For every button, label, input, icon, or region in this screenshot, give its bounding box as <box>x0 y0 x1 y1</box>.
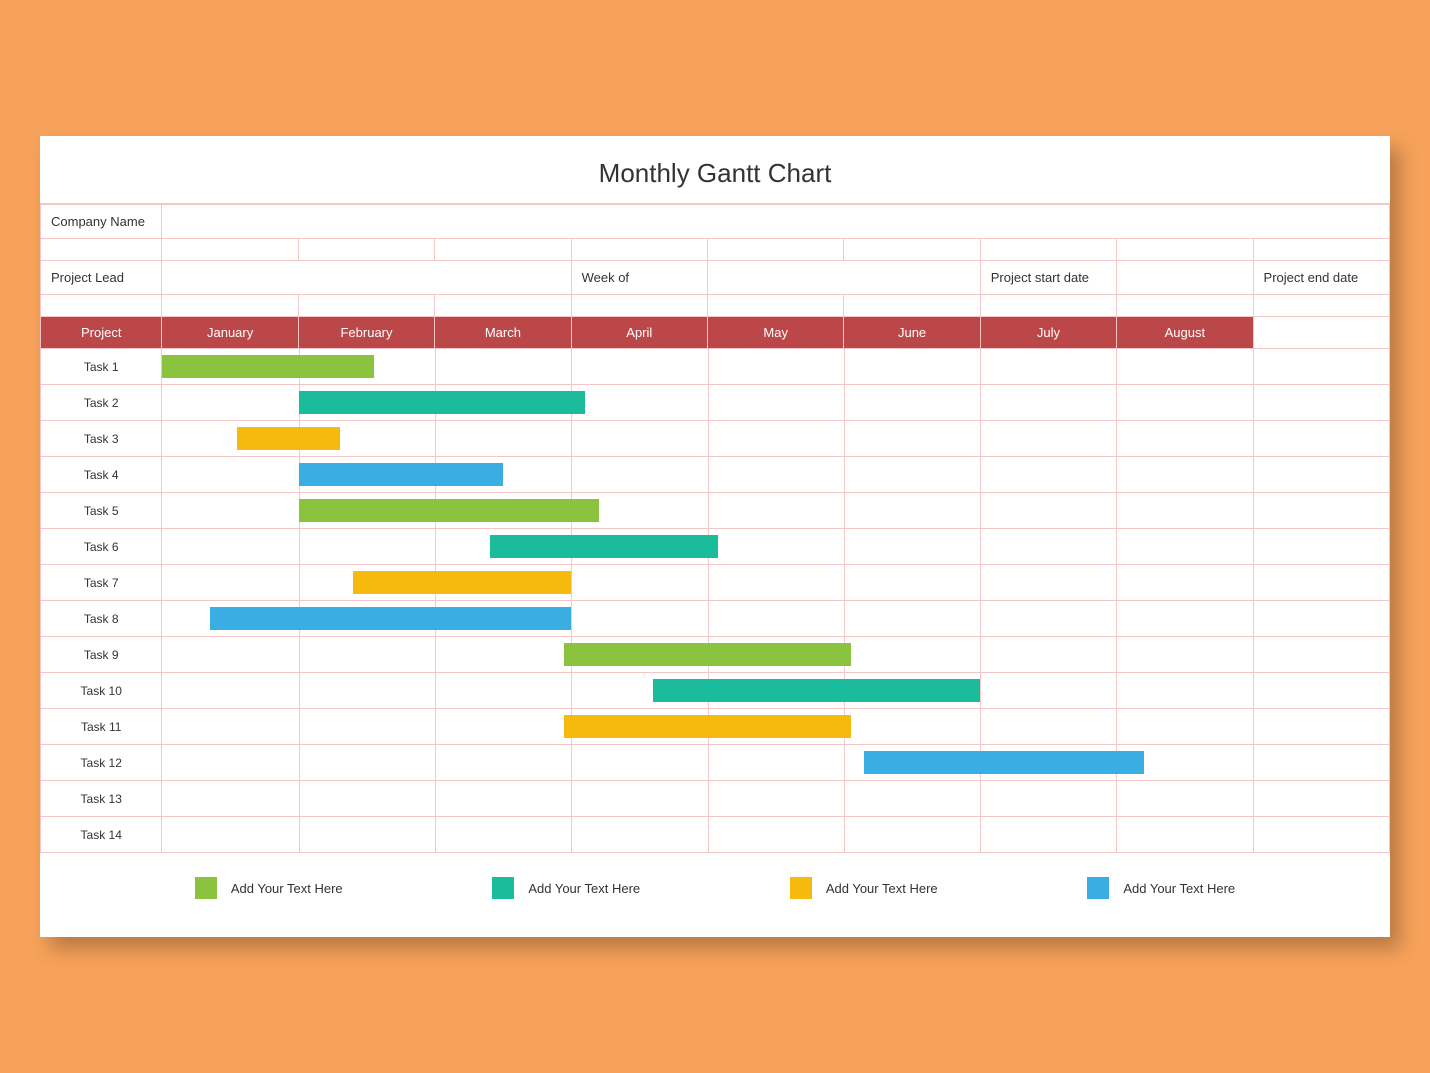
task-label: Task 2 <box>41 385 162 421</box>
task-row: Task 10 <box>41 673 1390 709</box>
task-row: Task 12 <box>41 745 1390 781</box>
task-bar-area <box>162 709 1390 745</box>
label-end-date: Project end date <box>1253 261 1389 295</box>
task-row: Task 1 <box>41 349 1390 385</box>
task-bar-area <box>162 349 1390 385</box>
legend-item: Add Your Text Here <box>1087 877 1235 899</box>
task-label: Task 11 <box>41 709 162 745</box>
task-row: Task 13 <box>41 781 1390 817</box>
header-month: January <box>162 317 298 349</box>
task-bar-area <box>162 529 1390 565</box>
task-bar-area <box>162 385 1390 421</box>
info-row-company: Company Name <box>41 205 1390 239</box>
gantt-bar[interactable] <box>353 571 571 594</box>
task-label: Task 10 <box>41 673 162 709</box>
task-bar-area <box>162 817 1390 853</box>
task-label: Task 14 <box>41 817 162 853</box>
header-month: August <box>1117 317 1253 349</box>
gantt-bar[interactable] <box>299 391 585 414</box>
task-bar-area <box>162 457 1390 493</box>
task-label: Task 5 <box>41 493 162 529</box>
task-bar-area <box>162 421 1390 457</box>
legend-swatch <box>790 877 812 899</box>
legend-swatch <box>195 877 217 899</box>
task-label: Task 9 <box>41 637 162 673</box>
header-month: April <box>571 317 707 349</box>
gantt-bar[interactable] <box>864 751 1143 774</box>
task-label: Task 8 <box>41 601 162 637</box>
gantt-bar[interactable] <box>162 355 373 378</box>
spacer-row <box>41 239 1390 261</box>
legend-item: Add Your Text Here <box>492 877 640 899</box>
legend-label: Add Your Text Here <box>231 881 343 896</box>
legend-swatch <box>492 877 514 899</box>
gantt-bar[interactable] <box>490 535 719 558</box>
task-row: Task 4 <box>41 457 1390 493</box>
gantt-bar[interactable] <box>653 679 980 702</box>
gantt-table: Company Name Project Lead Week of Projec… <box>40 204 1390 853</box>
header-month: June <box>844 317 980 349</box>
legend-label: Add Your Text Here <box>826 881 938 896</box>
input-project-lead[interactable] <box>162 261 571 295</box>
legend-item: Add Your Text Here <box>790 877 938 899</box>
label-week-of: Week of <box>571 261 707 295</box>
legend-item: Add Your Text Here <box>195 877 343 899</box>
task-row: Task 6 <box>41 529 1390 565</box>
label-project-lead: Project Lead <box>41 261 162 295</box>
task-row: Task 14 <box>41 817 1390 853</box>
task-label: Task 1 <box>41 349 162 385</box>
task-bar-area <box>162 493 1390 529</box>
header-month: March <box>435 317 571 349</box>
input-week-of[interactable] <box>707 261 980 295</box>
gantt-body: Task 1Task 2Task 3Task 4Task 5Task 6Task… <box>41 349 1390 853</box>
task-label: Task 6 <box>41 529 162 565</box>
gantt-bar[interactable] <box>237 427 339 450</box>
legend-label: Add Your Text Here <box>528 881 640 896</box>
legend-swatch <box>1087 877 1109 899</box>
gantt-header-row: Project January February March April May… <box>41 317 1390 349</box>
task-row: Task 11 <box>41 709 1390 745</box>
gantt-bar[interactable] <box>299 463 503 486</box>
header-month: February <box>298 317 434 349</box>
input-company[interactable] <box>162 205 1390 239</box>
label-company: Company Name <box>41 205 162 239</box>
task-row: Task 7 <box>41 565 1390 601</box>
label-start-date: Project start date <box>980 261 1116 295</box>
task-row: Task 5 <box>41 493 1390 529</box>
gantt-bar[interactable] <box>299 499 599 522</box>
gantt-bar[interactable] <box>564 715 850 738</box>
input-start-date[interactable] <box>1117 261 1253 295</box>
task-bar-area <box>162 565 1390 601</box>
header-month: July <box>980 317 1116 349</box>
task-row: Task 8 <box>41 601 1390 637</box>
task-bar-area <box>162 781 1390 817</box>
gantt-bar[interactable] <box>564 643 850 666</box>
task-label: Task 13 <box>41 781 162 817</box>
task-label: Task 3 <box>41 421 162 457</box>
spacer-row <box>41 295 1390 317</box>
page-title: Monthly Gantt Chart <box>40 136 1390 204</box>
task-bar-area <box>162 745 1390 781</box>
info-row-meta: Project Lead Week of Project start date … <box>41 261 1390 295</box>
task-row: Task 9 <box>41 637 1390 673</box>
legend: Add Your Text Here Add Your Text Here Ad… <box>40 853 1390 909</box>
header-project: Project <box>41 317 162 349</box>
header-month: May <box>707 317 843 349</box>
spreadsheet-sheet: Monthly Gantt Chart Company Name Project… <box>40 136 1390 937</box>
task-bar-area <box>162 637 1390 673</box>
task-bar-area <box>162 601 1390 637</box>
task-label: Task 12 <box>41 745 162 781</box>
task-label: Task 4 <box>41 457 162 493</box>
task-label: Task 7 <box>41 565 162 601</box>
task-row: Task 2 <box>41 385 1390 421</box>
task-row: Task 3 <box>41 421 1390 457</box>
legend-label: Add Your Text Here <box>1123 881 1235 896</box>
task-bar-area <box>162 673 1390 709</box>
gantt-bar[interactable] <box>210 607 571 630</box>
header-empty <box>1253 317 1389 349</box>
